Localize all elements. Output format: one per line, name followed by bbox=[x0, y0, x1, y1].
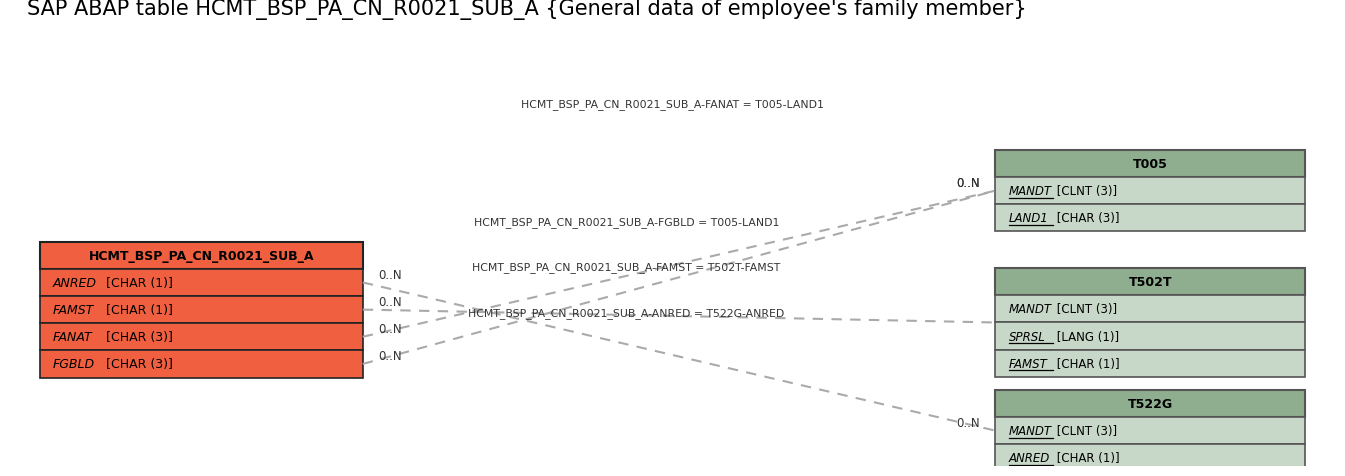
Text: T522G: T522G bbox=[1127, 397, 1173, 410]
Text: ANRED: ANRED bbox=[1009, 451, 1050, 465]
Text: [CLNT (3)]: [CLNT (3)] bbox=[1053, 303, 1118, 316]
Text: HCMT_BSP_PA_CN_R0021_SUB_A: HCMT_BSP_PA_CN_R0021_SUB_A bbox=[89, 249, 313, 262]
FancyBboxPatch shape bbox=[40, 324, 363, 351]
Text: T005: T005 bbox=[1132, 158, 1167, 170]
Text: [CHAR (1)]: [CHAR (1)] bbox=[1053, 357, 1120, 370]
FancyBboxPatch shape bbox=[40, 242, 363, 269]
FancyBboxPatch shape bbox=[995, 350, 1305, 377]
FancyBboxPatch shape bbox=[995, 417, 1305, 444]
FancyBboxPatch shape bbox=[995, 444, 1305, 471]
Text: SAP ABAP table HCMT_BSP_PA_CN_R0021_SUB_A {General data of employee's family mem: SAP ABAP table HCMT_BSP_PA_CN_R0021_SUB_… bbox=[27, 0, 1026, 20]
Text: [CLNT (3)]: [CLNT (3)] bbox=[1053, 185, 1118, 198]
Text: SPRSL: SPRSL bbox=[1009, 330, 1045, 343]
Text: [CHAR (3)]: [CHAR (3)] bbox=[102, 330, 174, 344]
Text: [CHAR (3)]: [CHAR (3)] bbox=[1053, 212, 1120, 225]
Text: MANDT: MANDT bbox=[1009, 424, 1052, 437]
Text: [CHAR (1)]: [CHAR (1)] bbox=[102, 277, 174, 289]
Text: 0..N: 0..N bbox=[378, 322, 402, 335]
Text: 0..N: 0..N bbox=[956, 177, 979, 189]
FancyBboxPatch shape bbox=[995, 390, 1305, 417]
Text: [CHAR (3)]: [CHAR (3)] bbox=[102, 357, 174, 371]
Text: LAND1: LAND1 bbox=[1009, 212, 1048, 225]
Text: FGBLD: FGBLD bbox=[52, 357, 95, 371]
Text: FAMST: FAMST bbox=[52, 304, 94, 317]
Text: 0..N: 0..N bbox=[378, 349, 402, 362]
FancyBboxPatch shape bbox=[40, 351, 363, 378]
Text: 0..N: 0..N bbox=[378, 268, 402, 281]
Text: ANRED: ANRED bbox=[52, 277, 97, 289]
Text: MANDT: MANDT bbox=[1009, 303, 1052, 316]
Text: FANAT: FANAT bbox=[52, 330, 93, 344]
FancyBboxPatch shape bbox=[995, 178, 1305, 205]
Text: HCMT_BSP_PA_CN_R0021_SUB_A-FGBLD = T005-LAND1: HCMT_BSP_PA_CN_R0021_SUB_A-FGBLD = T005-… bbox=[473, 216, 779, 227]
Text: 0..N: 0..N bbox=[956, 416, 979, 429]
FancyBboxPatch shape bbox=[995, 296, 1305, 323]
Text: FAMST: FAMST bbox=[1009, 357, 1048, 370]
Text: [CHAR (1)]: [CHAR (1)] bbox=[102, 304, 174, 317]
Text: 0..N: 0..N bbox=[378, 295, 402, 308]
Text: [CHAR (1)]: [CHAR (1)] bbox=[1053, 451, 1120, 465]
Text: HCMT_BSP_PA_CN_R0021_SUB_A-FAMST = T502T-FAMST: HCMT_BSP_PA_CN_R0021_SUB_A-FAMST = T502T… bbox=[472, 262, 780, 273]
FancyBboxPatch shape bbox=[995, 150, 1305, 178]
Text: MANDT: MANDT bbox=[1009, 185, 1052, 198]
Text: HCMT_BSP_PA_CN_R0021_SUB_A-ANRED = T522G-ANRED: HCMT_BSP_PA_CN_R0021_SUB_A-ANRED = T522G… bbox=[468, 307, 784, 318]
Text: HCMT_BSP_PA_CN_R0021_SUB_A-FANAT = T005-LAND1: HCMT_BSP_PA_CN_R0021_SUB_A-FANAT = T005-… bbox=[521, 99, 824, 110]
FancyBboxPatch shape bbox=[995, 323, 1305, 350]
FancyBboxPatch shape bbox=[995, 268, 1305, 296]
FancyBboxPatch shape bbox=[995, 205, 1305, 232]
FancyBboxPatch shape bbox=[40, 297, 363, 324]
Text: [LANG (1)]: [LANG (1)] bbox=[1053, 330, 1119, 343]
Text: 0..N: 0..N bbox=[956, 177, 979, 189]
Text: [CLNT (3)]: [CLNT (3)] bbox=[1053, 424, 1118, 437]
FancyBboxPatch shape bbox=[40, 269, 363, 297]
Text: T502T: T502T bbox=[1128, 276, 1171, 288]
